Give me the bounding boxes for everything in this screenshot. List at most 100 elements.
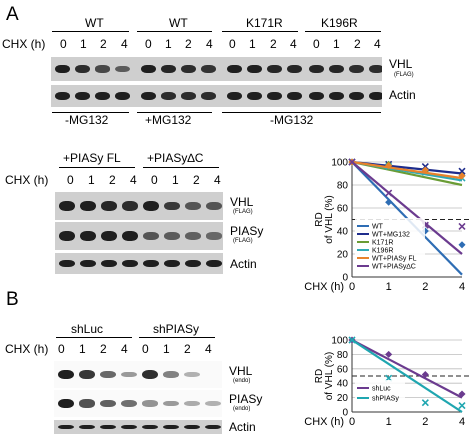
y-axis-title-line1: RD bbox=[314, 212, 325, 226]
treatment-line-3 bbox=[222, 112, 381, 113]
blot-band bbox=[369, 92, 382, 100]
timepoint-label: 1 bbox=[163, 342, 170, 356]
timepoint-label: 4 bbox=[214, 173, 221, 187]
y-tick-label: 80 bbox=[337, 350, 349, 361]
blot-band bbox=[122, 231, 138, 241]
cond-underline-piasy-fl bbox=[59, 167, 135, 168]
cond-label-wt-1: WT bbox=[85, 16, 104, 30]
blot-band bbox=[55, 64, 70, 74]
timepoint-label: 1 bbox=[88, 173, 95, 187]
legend-box bbox=[355, 380, 405, 404]
cond-label-piasy-fl: +PIASy FL bbox=[63, 151, 121, 165]
timepoint-label: 1 bbox=[249, 37, 256, 51]
cond-underline-1 bbox=[52, 31, 129, 32]
timepoint-label: 2 bbox=[185, 37, 192, 51]
vhl-blot-endo bbox=[54, 361, 222, 388]
blot-band bbox=[80, 201, 96, 211]
blot-band bbox=[227, 92, 242, 100]
treatment-line-1 bbox=[52, 112, 129, 113]
series-fit-line bbox=[351, 160, 463, 180]
y-tick-label: 40 bbox=[337, 379, 349, 390]
data-point bbox=[458, 222, 466, 230]
blot-band bbox=[75, 65, 90, 73]
timepoint-label: 2 bbox=[184, 342, 191, 356]
x-axis-title: CHX (h) bbox=[304, 281, 344, 293]
blot-band bbox=[59, 231, 75, 241]
blot-band bbox=[79, 424, 95, 430]
blot-band bbox=[58, 424, 74, 430]
blot-band bbox=[185, 232, 201, 240]
blot-band bbox=[227, 64, 242, 74]
x-tick-label: 2 bbox=[422, 281, 428, 293]
blot-band bbox=[164, 201, 180, 211]
timepoint-label: 4 bbox=[121, 342, 128, 356]
blot-band bbox=[181, 92, 196, 100]
actin-blot-2 bbox=[55, 253, 223, 274]
y-axis-title-line1: RD bbox=[314, 369, 325, 383]
blot-band bbox=[75, 92, 90, 100]
treatment-plus-mg132: +MG132 bbox=[145, 113, 192, 127]
y-tick-label: 20 bbox=[337, 393, 349, 404]
legend-label: WT+PIASy FL bbox=[372, 256, 417, 263]
chx-label-2: CHX (h) bbox=[5, 173, 49, 187]
legend-label: shPIASy bbox=[372, 396, 399, 403]
blot-band bbox=[247, 92, 262, 100]
blot-band bbox=[287, 92, 302, 100]
blot-band bbox=[100, 424, 116, 430]
y-axis-title-line2: of VHL (%) bbox=[324, 195, 335, 244]
timepoint-label: 1 bbox=[333, 37, 340, 51]
legend-label: WT bbox=[372, 224, 384, 231]
timepoint-label: 4 bbox=[130, 173, 137, 187]
blot-band bbox=[184, 371, 200, 378]
timepoint-label: 4 bbox=[205, 342, 212, 356]
panel-b-label: B bbox=[6, 289, 19, 310]
blot-band bbox=[181, 65, 196, 73]
blot-band bbox=[161, 92, 176, 100]
actin-label: Actin bbox=[389, 88, 416, 102]
blot-band bbox=[184, 424, 200, 430]
blot-band bbox=[121, 424, 137, 430]
x-tick-label: 1 bbox=[386, 281, 392, 293]
blot-band bbox=[206, 232, 222, 240]
timepoint-label: 1 bbox=[80, 37, 87, 51]
blot-band bbox=[142, 400, 158, 407]
timepoint-label: 0 bbox=[145, 37, 152, 51]
series-fit-line bbox=[351, 339, 463, 399]
timepoint-label: 0 bbox=[313, 37, 320, 51]
x-axis-title: CHX (h) bbox=[304, 416, 344, 428]
piasy-sublabel-endo: (endo) bbox=[233, 406, 251, 412]
data-point bbox=[348, 158, 356, 166]
legend-label: WT+PIASy∆C bbox=[372, 264, 416, 271]
y-tick-label: 40 bbox=[337, 227, 349, 238]
data-point bbox=[421, 399, 429, 407]
timepoint-label: 1 bbox=[165, 37, 172, 51]
blot-band bbox=[101, 231, 117, 241]
blot-band bbox=[101, 201, 117, 211]
chx-label: CHX (h) bbox=[2, 37, 46, 51]
treatment-minus-mg132-1: -MG132 bbox=[65, 113, 109, 127]
x-tick-label: 4 bbox=[459, 281, 465, 293]
timepoint-label: 1 bbox=[172, 173, 179, 187]
vhl-label-endo: VHL bbox=[229, 364, 253, 378]
blot-band bbox=[59, 259, 75, 268]
timepoint-label: 2 bbox=[354, 37, 361, 51]
cond-underline-3 bbox=[222, 31, 298, 32]
blot-band bbox=[141, 64, 156, 74]
blot-band bbox=[122, 201, 138, 211]
blot-band bbox=[59, 201, 75, 211]
timepoint-label: 0 bbox=[151, 173, 158, 187]
chx-label-3: CHX (h) bbox=[5, 342, 49, 356]
blot-band bbox=[206, 202, 222, 210]
cond-label-wt-2: WT bbox=[169, 16, 188, 30]
blot-band bbox=[201, 65, 216, 73]
x-tick-label: 0 bbox=[349, 416, 355, 428]
y-tick-label: 80 bbox=[337, 181, 349, 192]
data-point bbox=[458, 172, 466, 180]
timepoint-label: 4 bbox=[374, 37, 381, 51]
timepoint-label: 0 bbox=[67, 173, 74, 187]
blot-band bbox=[80, 259, 96, 268]
y-tick-label: 100 bbox=[331, 336, 348, 347]
blot-band bbox=[121, 371, 137, 378]
